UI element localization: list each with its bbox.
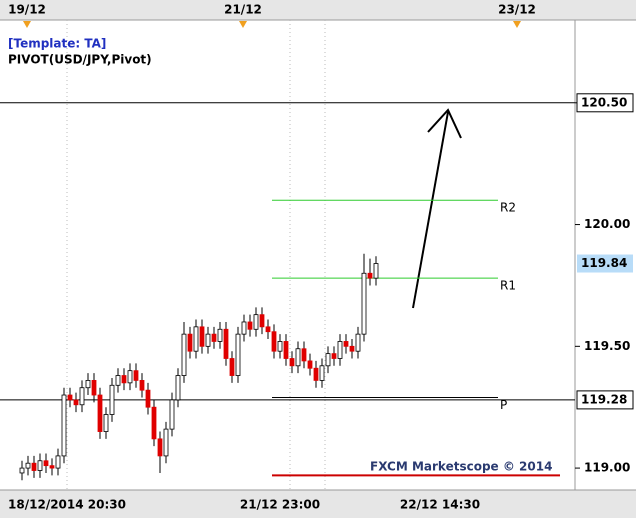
candle-body <box>205 333 211 347</box>
top-date: 19/12 <box>8 3 46 17</box>
candle-body <box>31 462 37 471</box>
date-marker <box>23 21 31 28</box>
candle-body <box>193 326 199 352</box>
candle-body <box>283 341 289 359</box>
candle-body <box>355 333 361 352</box>
candle-body <box>361 272 367 335</box>
candle-body <box>115 375 121 386</box>
y-tick-label: 119.50 <box>584 339 630 353</box>
candle-body <box>337 341 343 359</box>
candle-body <box>343 341 349 347</box>
x-tick-label: 21/12 23:00 <box>240 498 320 512</box>
candle-body <box>163 428 169 457</box>
template-label: [Template: TA] <box>8 37 106 51</box>
candle-body <box>121 375 127 384</box>
date-marker <box>239 21 247 28</box>
indicator-label: PIVOT(USD/JPY,Pivot) <box>8 53 152 67</box>
candle-body <box>253 314 259 330</box>
candle-body <box>223 328 229 359</box>
top-date: 21/12 <box>224 3 262 17</box>
candle-body <box>235 333 241 376</box>
candle-body <box>271 331 277 352</box>
candle-body <box>349 345 355 352</box>
price-box <box>576 390 634 410</box>
candle-body <box>73 399 79 406</box>
candle-body <box>295 348 301 367</box>
candle-body <box>313 367 319 381</box>
candle-body <box>277 341 283 352</box>
candle-body <box>103 414 109 432</box>
candle-body <box>25 462 31 469</box>
x-tick-label: 18/12/2014 20:30 <box>8 498 126 512</box>
candle-body <box>43 460 49 467</box>
candle-body <box>127 370 133 384</box>
top-strip <box>0 0 636 20</box>
candle-body <box>109 384 115 415</box>
top-date: 23/12 <box>498 3 536 17</box>
candle-body <box>241 321 247 335</box>
candle-body <box>91 380 97 396</box>
y-tick-label: 120.00 <box>584 217 630 231</box>
candle-body <box>229 358 235 376</box>
price-label: 120.50 <box>581 95 627 109</box>
candle-body <box>265 326 271 333</box>
candle-body <box>247 321 253 330</box>
candle-body <box>151 406 157 440</box>
candle-body <box>145 389 151 408</box>
price-box <box>576 93 634 113</box>
candle-body <box>217 328 223 342</box>
candle-body <box>169 399 175 430</box>
watermark: FXCM Marketscope © 2014 <box>370 460 552 474</box>
candle-body <box>19 467 25 474</box>
candle-body <box>97 394 103 432</box>
arrow <box>412 108 462 309</box>
x-tick-label: 22/12 14:30 <box>400 498 480 512</box>
candle-body <box>211 333 217 342</box>
candle-body <box>319 365 325 381</box>
y-tick-label: 119.00 <box>584 461 630 475</box>
candle-body <box>373 263 379 279</box>
candle-body <box>37 460 43 471</box>
pivot-label: R1 <box>500 279 516 293</box>
candle-body <box>289 358 295 367</box>
candle-body <box>259 314 265 328</box>
candle-body <box>67 394 73 401</box>
candle-body <box>307 360 313 369</box>
pivot-label: P <box>500 398 507 412</box>
last-price-label: 119.84 <box>581 256 627 270</box>
candle-body <box>367 272 373 279</box>
price-label: 119.28 <box>581 392 627 406</box>
candle-body <box>133 370 139 381</box>
bottom-strip <box>0 490 636 518</box>
candle-body <box>139 380 145 391</box>
last-price-box <box>577 254 633 273</box>
candle-body <box>61 394 67 457</box>
candle-body <box>187 333 193 352</box>
candle-body <box>79 387 85 406</box>
candle-body <box>331 353 337 359</box>
candle-body <box>175 375 181 401</box>
candle-body <box>157 438 163 457</box>
candle-body <box>85 380 91 389</box>
candle-body <box>181 333 187 376</box>
candle-body <box>199 326 205 347</box>
candle-body <box>55 455 61 469</box>
candle-body <box>301 348 307 362</box>
date-marker <box>513 21 521 28</box>
candle-body <box>49 465 55 469</box>
pivot-label: R2 <box>500 201 516 215</box>
candle-body <box>325 353 331 367</box>
